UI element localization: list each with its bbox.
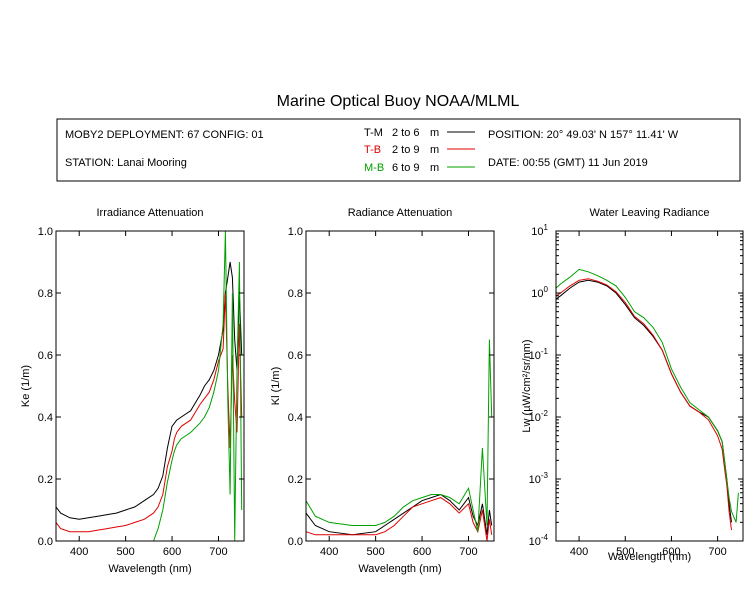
chart-title: Irradiance Attenuation [96,207,203,219]
legend-unit-tb: m [430,144,439,156]
x-tick-label: 600 [662,546,680,558]
chart-lw: Water Leaving Radiance 400 500 600 700 101 100… [521,207,744,563]
series-line-t-b [55,292,243,533]
y-tick-label: 0.0 [38,536,53,548]
legend-label-tm: T-M [364,127,383,139]
x-tick-label: 400 [70,546,88,558]
x-tick-label: 400 [320,546,338,558]
series-line-m-b [305,339,493,532]
x-axis-label: Wavelength (nm) [358,563,441,575]
legend-range-tb: 2 to 9 [392,144,420,156]
chart-irradiance: Irradiance Attenuation 400 500 600 700 0.0 0.2… [20,207,245,575]
y-tick-label: 10-2 [529,409,549,424]
figure-title: Marine Optical Buoy NOAA/MLML [277,93,520,110]
legend-unit-mb: m [430,162,439,174]
series-line-t-m [55,261,243,520]
y-tick-label: 0.6 [38,350,53,362]
x-tick-label: 500 [116,546,134,558]
series-line-t-b [555,278,732,531]
chart-radiance: Radiance Attenuation 400 500 600 700 0.0 0.2 0.… [270,207,495,575]
series-line-t-b [305,497,493,542]
legend-label-mb: M-B [364,162,384,174]
x-tick-label: 700 [209,546,227,558]
station-text: STATION: Lanai Mooring [65,157,187,169]
legend: T-M 2 to 6 m T-B 2 to 9 m M-B 6 to 9 m [364,127,475,174]
info-box-frame [56,118,741,182]
y-tick-label: 0.2 [38,474,53,486]
y-tick-label: 10-4 [529,533,549,548]
legend-range-tm: 2 to 6 [392,127,420,139]
chart-panels: Irradiance Attenuation 400 500 600 700 0.0 0.2… [20,207,744,575]
info-box: MOBY2 DEPLOYMENT: 67 CONFIG: 01 STATION:… [56,118,741,182]
x-axis-label: Wavelength (nm) [608,551,691,563]
y-tick-label: 0.2 [288,474,303,486]
y-tick-label: 0.0 [288,536,303,548]
legend-range-mb: 6 to 9 [392,162,420,174]
series-line-t-m [305,493,493,536]
y-tick-label: 0.8 [38,288,53,300]
plot-frame [305,230,495,542]
y-axis-label: Ke (1/m) [20,365,32,407]
y-axis-label: Kl (1/m) [270,367,282,406]
legend-unit-tm: m [430,127,439,139]
plot-frame [555,230,744,542]
date-text: DATE: 00:55 (GMT) 11 Jun 2019 [488,157,648,169]
deployment-text: MOBY2 DEPLOYMENT: 67 CONFIG: 01 [65,129,264,141]
x-tick-label: 700 [459,546,477,558]
series-line-m-b [56,230,243,542]
position-text: POSITION: 20° 49.03' N 157° 11.41' W [488,129,679,141]
chart-title: Radiance Attenuation [348,207,453,219]
y-tick-label: 10-1 [529,347,549,362]
x-tick-label: 600 [163,546,181,558]
legend-label-tb: T-B [364,144,381,156]
plot-frame [55,230,245,542]
series-line-t-m [555,279,732,523]
y-tick-label: 0.4 [38,412,53,424]
y-tick-label: 0.6 [288,350,303,362]
y-axis-label: Lw (µW/cm²/sr/nm) [521,339,533,432]
y-tick-label: 1.0 [38,226,53,238]
chart-title: Water Leaving Radiance [589,207,709,219]
y-tick-label: 0.8 [288,288,303,300]
x-tick-label: 400 [570,546,588,558]
x-tick-label: 500 [366,546,384,558]
x-axis-label: Wavelength (nm) [108,563,191,575]
y-tick-label: 1.0 [288,226,303,238]
series-line-m-b [555,268,739,523]
y-tick-label: 100 [531,285,548,300]
y-tick-label: 101 [531,223,548,238]
x-tick-label: 500 [616,546,634,558]
x-tick-label: 600 [413,546,431,558]
y-tick-label: 0.4 [288,412,303,424]
y-tick-label: 10-3 [529,471,549,486]
x-tick-label: 700 [708,546,726,558]
